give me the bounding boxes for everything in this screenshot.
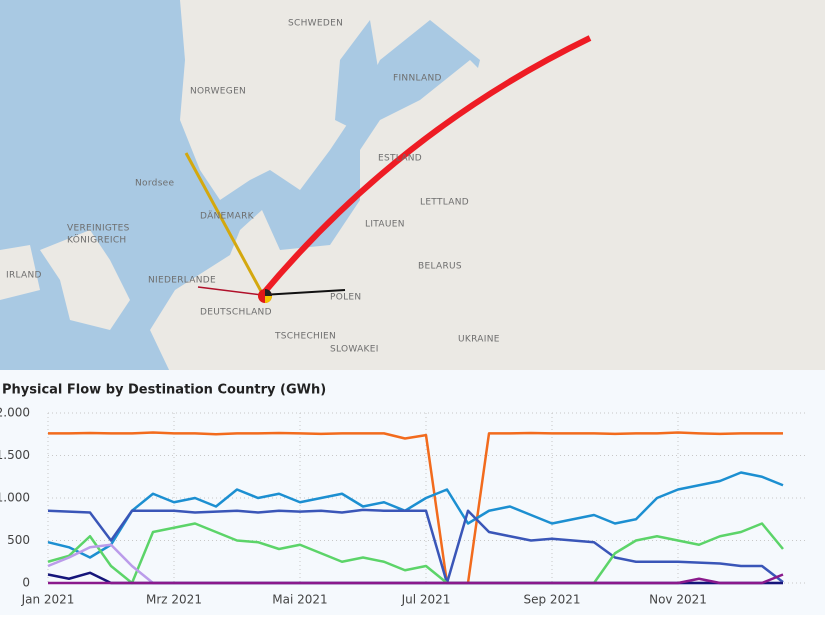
map-label: SCHWEDEN: [288, 19, 343, 29]
map-label: NIEDERLANDE: [148, 276, 216, 286]
y-tick-label: 2.000: [0, 406, 30, 420]
x-tick-label: Mrz 2021: [146, 593, 202, 607]
map-label: LETTLAND: [420, 198, 469, 208]
series-line: [47, 522, 784, 585]
map-label: ESTLAND: [378, 154, 422, 164]
series-line: [47, 508, 784, 585]
map-label: DÄNEMARK: [200, 211, 255, 222]
x-tick-label: Sep 2021: [524, 593, 581, 607]
map-label: KÖNIGREICH: [67, 235, 127, 246]
map-label: POLEN: [330, 293, 361, 303]
map-label: TSCHECHIEN: [274, 332, 336, 342]
origin-marker: [265, 289, 272, 296]
chart-title: Physical Flow by Destination Country (GW…: [2, 383, 326, 398]
map-label: SLOWAKEI: [330, 345, 379, 355]
map-label: VEREINIGTES: [67, 224, 130, 234]
land: [150, 0, 825, 372]
map-label: FINNLAND: [393, 74, 442, 84]
x-tick-label: Mai 2021: [272, 593, 327, 607]
bothnia: [335, 20, 380, 130]
map-label: DEUTSCHLAND: [200, 308, 272, 318]
map-label: UKRAINE: [458, 335, 500, 345]
series-line: [48, 573, 784, 585]
flow-line: [197, 286, 263, 296]
chart-bg: [0, 370, 825, 615]
y-tick-label: 1.500: [0, 448, 30, 462]
flow-line: [261, 289, 346, 296]
x-tick-label: Jan 2021: [21, 593, 75, 607]
uk: [40, 230, 130, 330]
y-tick-label: 1.000: [0, 491, 30, 505]
map-label: IRLAND: [6, 271, 42, 281]
map-label: Nordsee: [135, 179, 175, 189]
ireland: [0, 245, 40, 300]
x-tick-label: Jul 2021: [401, 593, 451, 607]
y-tick-label: 500: [7, 533, 30, 547]
series-line: [47, 471, 784, 559]
x-tick-label: Nov 2021: [649, 593, 707, 607]
flow-line: [259, 35, 592, 297]
series-line: [48, 431, 783, 585]
flow-line: [184, 152, 264, 294]
map-label: LITAUEN: [365, 220, 405, 230]
map-label: NORWEGEN: [190, 87, 246, 97]
y-tick-label: 0: [22, 576, 30, 590]
origin-marker: [265, 296, 272, 303]
map-label: BELARUS: [418, 262, 462, 272]
